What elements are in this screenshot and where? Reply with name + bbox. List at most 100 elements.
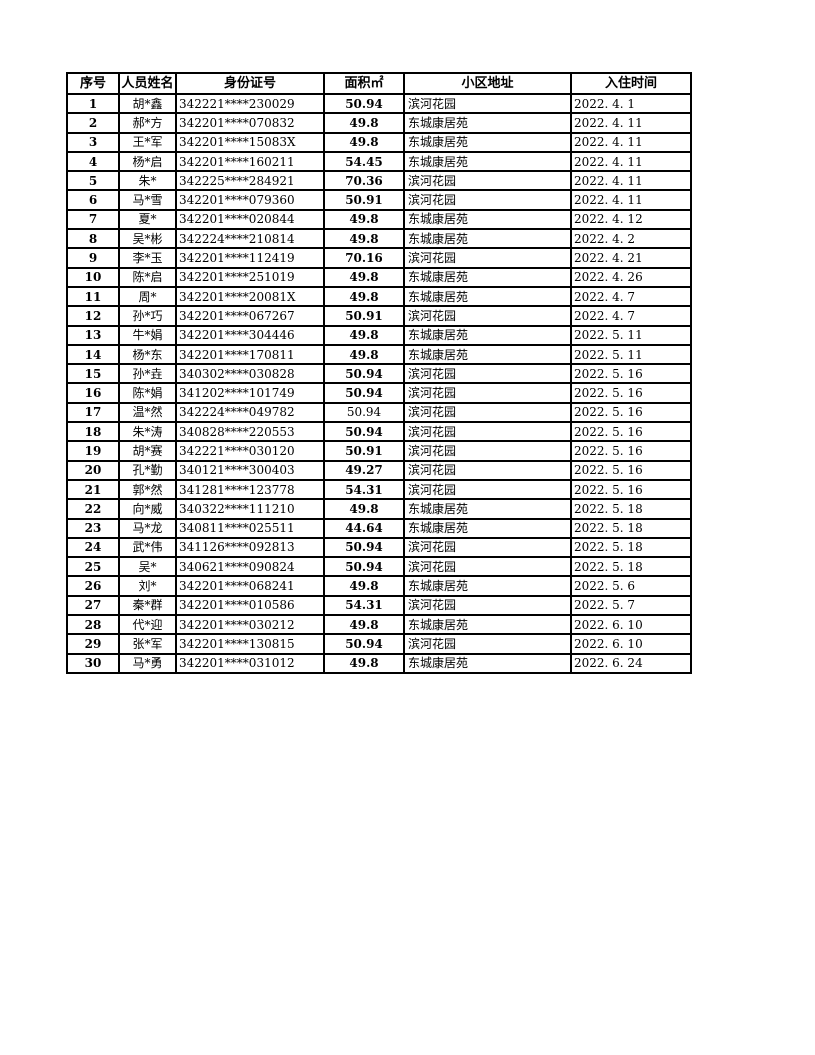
cell-movein-date: 2022. 5. 18 <box>570 517 692 539</box>
table-row: 2 郝*方 342201****070832 49.8 东城康居苑 2022. … <box>66 112 692 134</box>
cell-movein-date: 2022. 5. 16 <box>570 401 692 424</box>
cell-area: 54.31 <box>323 594 405 617</box>
cell-address: 滨河花园 <box>403 401 572 424</box>
cell-id-number: 342201****112419 <box>175 247 325 269</box>
cell-address: 东城康居苑 <box>403 498 572 520</box>
cell-id-number: 342201****030212 <box>175 614 325 636</box>
cell-name: 秦*群 <box>118 594 177 617</box>
cell-area: 49.8 <box>323 131 405 153</box>
cell-name: 夏* <box>118 208 177 231</box>
table-row: 29 张*军 342201****130815 50.94 滨河花园 2022.… <box>66 633 692 655</box>
cell-id-number: 340828****220553 <box>175 421 325 443</box>
table-row: 20 孔*勤 340121****300403 49.27 滨河花园 2022.… <box>66 459 692 481</box>
cell-name: 李*玉 <box>118 247 177 269</box>
cell-index: 12 <box>66 305 120 327</box>
cell-area: 70.36 <box>323 170 405 192</box>
cell-id-number: 342201****079360 <box>175 189 325 211</box>
cell-index: 14 <box>66 343 120 366</box>
cell-address: 滨河花园 <box>403 478 572 501</box>
table-row: 25 吴* 340621****090824 50.94 滨河花园 2022. … <box>66 556 692 578</box>
cell-movein-date: 2022. 4. 21 <box>570 247 692 269</box>
cell-id-number: 341202****101749 <box>175 382 325 404</box>
cell-id-number: 342201****170811 <box>175 343 325 366</box>
cell-address: 东城康居苑 <box>403 266 572 288</box>
cell-movein-date: 2022. 5. 11 <box>570 324 692 346</box>
cell-address: 东城康居苑 <box>403 614 572 636</box>
cell-area: 49.8 <box>323 285 405 308</box>
cell-index: 18 <box>66 421 120 443</box>
cell-movein-date: 2022. 4. 11 <box>570 189 692 211</box>
cell-address: 滨河花园 <box>403 594 572 617</box>
cell-name: 孙*巧 <box>118 305 177 327</box>
cell-name: 温*然 <box>118 401 177 424</box>
table-row: 4 杨*启 342201****160211 54.45 东城康居苑 2022.… <box>66 150 692 173</box>
cell-id-number: 342201****070832 <box>175 112 325 134</box>
cell-name: 杨*启 <box>118 150 177 173</box>
cell-index: 26 <box>66 575 120 597</box>
cell-id-number: 341126****092813 <box>175 536 325 559</box>
cell-index: 5 <box>66 170 120 192</box>
cell-address: 东城康居苑 <box>403 112 572 134</box>
cell-area: 50.94 <box>323 421 405 443</box>
table-row: 16 陈*娟 341202****101749 50.94 滨河花园 2022.… <box>66 382 692 404</box>
cell-name: 周* <box>118 285 177 308</box>
cell-name: 胡*赛 <box>118 440 177 462</box>
cell-area: 54.45 <box>323 150 405 173</box>
cell-movein-date: 2022. 4. 11 <box>570 112 692 134</box>
cell-area: 49.8 <box>323 575 405 597</box>
table-row: 17 温*然 342224****049782 50.94 滨河花园 2022.… <box>66 401 692 424</box>
cell-id-number: 341281****123778 <box>175 478 325 501</box>
cell-id-number: 342221****030120 <box>175 440 325 462</box>
cell-index: 6 <box>66 189 120 211</box>
cell-id-number: 340121****300403 <box>175 459 325 481</box>
table-row: 11 周* 342201****20081X 49.8 东城康居苑 2022. … <box>66 285 692 308</box>
table-row: 9 李*玉 342201****112419 70.16 滨河花园 2022. … <box>66 247 692 269</box>
cell-area: 49.8 <box>323 266 405 288</box>
cell-area: 50.91 <box>323 440 405 462</box>
cell-address: 东城康居苑 <box>403 285 572 308</box>
cell-id-number: 342201****304446 <box>175 324 325 346</box>
cell-index: 10 <box>66 266 120 288</box>
cell-area: 44.64 <box>323 517 405 539</box>
cell-address: 东城康居苑 <box>403 228 572 250</box>
table-row: 5 朱* 342225****284921 70.36 滨河花园 2022. 4… <box>66 170 692 192</box>
cell-address: 滨河花园 <box>403 556 572 578</box>
column-header-index: 序号 <box>66 72 120 95</box>
cell-id-number: 342201****020844 <box>175 208 325 231</box>
table-row: 21 郭*然 341281****123778 54.31 滨河花园 2022.… <box>66 478 692 501</box>
cell-area: 49.8 <box>323 324 405 346</box>
table-row: 6 马*雪 342201****079360 50.91 滨河花园 2022. … <box>66 189 692 211</box>
table-row: 27 秦*群 342201****010586 54.31 滨河花园 2022.… <box>66 594 692 617</box>
cell-index: 22 <box>66 498 120 520</box>
cell-area: 50.94 <box>323 92 405 115</box>
table-header-row: 序号 人员姓名 身份证号 面积㎡ 小区地址 入住时间 <box>66 72 692 95</box>
cell-address: 滨河花园 <box>403 382 572 404</box>
cell-index: 15 <box>66 363 120 385</box>
cell-movein-date: 2022. 4. 7 <box>570 305 692 327</box>
cell-index: 7 <box>66 208 120 231</box>
cell-movein-date: 2022. 5. 16 <box>570 382 692 404</box>
table-row: 14 杨*东 342201****170811 49.8 东城康居苑 2022.… <box>66 343 692 366</box>
cell-area: 49.8 <box>323 652 405 674</box>
cell-name: 牛*娟 <box>118 324 177 346</box>
table-row: 23 马*龙 340811****025511 44.64 东城康居苑 2022… <box>66 517 692 539</box>
cell-area: 49.8 <box>323 208 405 231</box>
cell-index: 23 <box>66 517 120 539</box>
cell-index: 29 <box>66 633 120 655</box>
cell-index: 24 <box>66 536 120 559</box>
cell-movein-date: 2022. 6. 10 <box>570 614 692 636</box>
cell-name: 朱* <box>118 170 177 192</box>
cell-index: 30 <box>66 652 120 674</box>
cell-index: 25 <box>66 556 120 578</box>
cell-name: 陈*娟 <box>118 382 177 404</box>
cell-movein-date: 2022. 4. 7 <box>570 285 692 308</box>
cell-movein-date: 2022. 6. 10 <box>570 633 692 655</box>
cell-name: 向*威 <box>118 498 177 520</box>
table-row: 7 夏* 342201****020844 49.8 东城康居苑 2022. 4… <box>66 208 692 231</box>
cell-address: 东城康居苑 <box>403 150 572 173</box>
cell-index: 13 <box>66 324 120 346</box>
cell-name: 杨*东 <box>118 343 177 366</box>
cell-id-number: 342225****284921 <box>175 170 325 192</box>
cell-movein-date: 2022. 5. 7 <box>570 594 692 617</box>
